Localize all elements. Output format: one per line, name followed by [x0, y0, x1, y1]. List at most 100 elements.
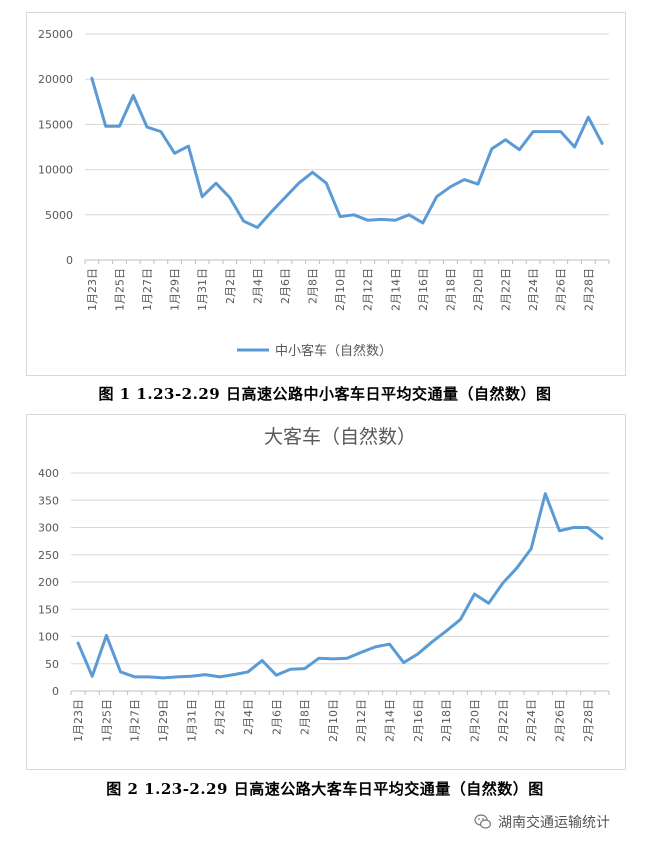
data-point	[270, 211, 273, 214]
data-point	[518, 148, 521, 151]
chart-1: 0 5000 10000 15000 20000 25000 1月23日 1月25日 1月27日…	[38, 28, 610, 359]
data-point	[445, 630, 448, 633]
y-tick-label: 250	[38, 549, 59, 562]
wechat-icon	[474, 814, 492, 829]
data-point	[118, 125, 121, 128]
data-point	[559, 130, 562, 133]
data-point	[388, 643, 391, 646]
data-point	[201, 195, 204, 198]
x-tick-label: 2月24日	[525, 699, 538, 742]
x-tick-label: 1月29日	[157, 699, 170, 742]
data-point	[360, 651, 363, 654]
series-line-1	[76, 492, 604, 680]
x-tick-label: 2月20日	[472, 268, 485, 311]
x-tick-label: 2月16日	[417, 268, 430, 311]
x-tick-label: 2月8日	[307, 268, 320, 304]
data-point	[176, 675, 179, 678]
x-tick-label: 2月2日	[224, 268, 237, 304]
chart-1-caption: 图 1 1.23-2.29 日高速公路中小客车日平均交通量（自然数）图	[98, 385, 552, 403]
data-point	[242, 220, 245, 223]
watermark-text: 湖南交通运输统计	[498, 815, 610, 831]
x-tick-label: 2月10日	[327, 699, 340, 742]
data-point	[490, 147, 493, 150]
data-point	[416, 652, 419, 655]
data-point	[487, 602, 490, 605]
y-tick-label: 10000	[38, 164, 73, 177]
data-point	[435, 195, 438, 198]
x-tick-label: 2月12日	[355, 699, 368, 742]
x-tick-label: 2月28日	[582, 699, 595, 742]
x-tick-label: 1月31日	[185, 699, 198, 742]
data-point	[380, 218, 383, 221]
y-tick-label: 400	[38, 467, 59, 480]
x-tick-label: 1月31日	[196, 268, 209, 311]
legend-label: 中小客车（自然数）	[275, 343, 392, 359]
watermark: 湖南交通运输统计	[474, 812, 610, 832]
data-point	[246, 670, 249, 673]
y-tick-label: 300	[38, 522, 59, 535]
x-tick-label: 2月14日	[384, 699, 397, 742]
data-point	[473, 592, 476, 595]
x-tick-label: 2月18日	[444, 268, 457, 311]
data-point	[346, 657, 349, 660]
data-point	[601, 142, 604, 145]
y-tick-label: 200	[38, 576, 59, 589]
x-tick-label: 2月26日	[555, 268, 568, 311]
x-tick-label: 2月22日	[500, 268, 513, 311]
x-tick-label: 2月2日	[214, 699, 227, 735]
data-point	[325, 182, 328, 185]
y-tick-label: 150	[38, 603, 59, 616]
series-line-1	[90, 76, 604, 229]
data-point	[600, 537, 603, 540]
x-tick-label: 1月25日	[100, 699, 113, 742]
x-tick-label: 2月10日	[334, 268, 347, 311]
x-tick-label: 1月29日	[169, 268, 182, 311]
chart-2-caption: 图 2 1.23-2.29 日高速公路大客车日平均交通量（自然数）图	[106, 780, 544, 798]
x-tick-label: 2月22日	[497, 699, 510, 742]
data-point	[275, 674, 278, 677]
x-tick-label: 2月6日	[279, 268, 292, 304]
x-tick-label: 1月27日	[141, 268, 154, 311]
data-point	[204, 673, 207, 676]
data-point	[421, 221, 424, 224]
data-point	[394, 219, 397, 222]
data-point	[147, 675, 150, 678]
data-point	[587, 116, 590, 119]
data-point	[544, 492, 547, 495]
data-point	[501, 582, 504, 585]
data-point	[173, 152, 176, 155]
data-point	[339, 215, 342, 218]
data-point	[256, 226, 259, 229]
data-point	[91, 675, 94, 678]
x-tick-label: 2月28日	[582, 268, 595, 311]
x-tick-label: 1月23日	[72, 699, 85, 742]
data-point	[105, 634, 108, 637]
data-point	[159, 130, 162, 133]
data-point	[572, 526, 575, 529]
data-point	[77, 642, 80, 645]
data-point	[215, 182, 218, 185]
data-point	[261, 659, 264, 662]
x-tick-label: 1月25日	[113, 268, 126, 311]
data-point	[232, 673, 235, 676]
data-point	[352, 213, 355, 216]
chart-2: 大客车（自然数） 0 50 100 150 200 250 300 350 400 1月23日 1月2…	[38, 426, 610, 742]
data-point	[366, 219, 369, 222]
data-point	[119, 670, 122, 673]
chart-title: 大客车（自然数）	[264, 426, 416, 448]
x-tick-label: 2月26日	[553, 699, 566, 742]
y-tick-label: 50	[45, 658, 59, 671]
data-point	[104, 125, 107, 128]
data-point	[504, 138, 507, 141]
data-point	[187, 145, 190, 148]
data-point	[515, 566, 518, 569]
data-point	[530, 547, 533, 550]
data-point	[402, 661, 405, 664]
data-point	[218, 675, 221, 678]
x-tick-label: 2月24日	[527, 268, 540, 311]
x-tick-label: 2月14日	[389, 268, 402, 311]
x-tick-label: 2月12日	[362, 268, 375, 311]
x-tick-label: 2月20日	[469, 699, 482, 742]
data-point	[477, 183, 480, 186]
data-point	[317, 657, 320, 660]
